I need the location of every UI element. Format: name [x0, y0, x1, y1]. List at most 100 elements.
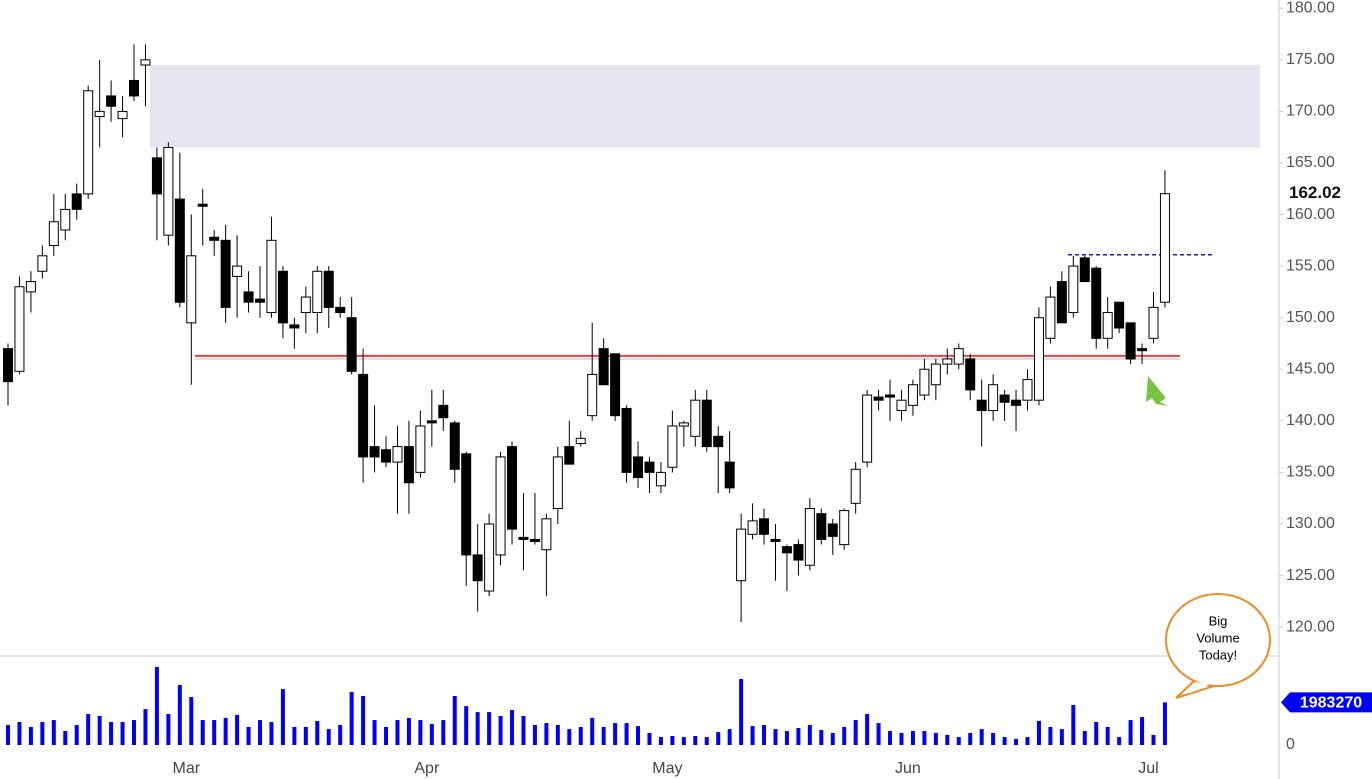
candle-body	[94, 110, 105, 118]
volume-bar	[86, 714, 91, 745]
x-tick-label: Jun	[895, 760, 921, 777]
volume-bar	[292, 726, 297, 745]
candle-body	[907, 384, 918, 406]
volume-bar	[601, 726, 606, 745]
volume-bar	[154, 666, 159, 745]
candle-body	[839, 510, 850, 546]
candle-body	[678, 422, 689, 427]
candle-body	[655, 471, 666, 487]
volume-bars	[6, 666, 1167, 745]
volume-bar	[544, 723, 549, 745]
volume-bar	[51, 720, 56, 745]
y-tick-label: 160.00	[1286, 206, 1335, 223]
y-tick-label: 155.00	[1286, 257, 1335, 274]
volume-bar	[613, 723, 618, 745]
candle-body	[713, 435, 724, 448]
candle-body	[151, 157, 162, 195]
volume-bar	[269, 721, 274, 745]
volume-bar	[1140, 717, 1145, 745]
candle-body	[690, 399, 701, 437]
volume-bar	[773, 729, 778, 745]
candle-body	[942, 358, 953, 365]
candle-body	[862, 394, 873, 463]
volume-bar	[177, 685, 182, 745]
volume-bar	[441, 720, 446, 745]
candle-body	[953, 348, 964, 365]
candle-body	[25, 281, 36, 293]
candle-body	[610, 353, 621, 417]
volume-bar	[876, 723, 881, 745]
volume-bar	[865, 714, 870, 745]
volume-bar	[933, 732, 938, 745]
candle-body	[472, 554, 483, 582]
candle-body	[930, 363, 941, 386]
volume-bar	[1105, 726, 1110, 745]
volume-bar	[578, 726, 583, 745]
volume-bar	[372, 720, 377, 745]
candle-body	[289, 324, 300, 329]
volume-bar	[384, 726, 389, 745]
volume-bar	[945, 734, 950, 745]
callout-tail-fill	[1188, 682, 1210, 694]
volume-bar	[189, 697, 194, 745]
volume-bar	[636, 726, 641, 745]
x-tick-label: Apr	[414, 760, 440, 777]
candle-body	[621, 407, 632, 473]
candle-body	[300, 296, 311, 314]
y-tick-label: 170.00	[1286, 103, 1335, 120]
volume-bar	[17, 721, 22, 745]
volume-tick-label: 0	[1286, 736, 1295, 753]
axes: 120.00 125.00 130.00 135.00 140.00 145.00 150.…	[172, 0, 1372, 777]
candle-body	[518, 536, 529, 540]
candle-body	[816, 513, 827, 540]
candle-body	[71, 193, 82, 210]
candle-body	[37, 255, 48, 272]
volume-bar	[739, 678, 744, 745]
callout-text: Big	[1209, 613, 1228, 628]
volume-bar	[968, 732, 973, 745]
candle-body	[14, 286, 25, 372]
volume-bar	[910, 731, 915, 745]
last-volume-label: 1983270	[1300, 695, 1362, 712]
candles	[3, 44, 1170, 622]
volume-bar	[521, 715, 526, 745]
volume-bar	[246, 726, 251, 745]
candle-body	[106, 95, 117, 107]
volume-bar	[647, 732, 652, 745]
volume-bar	[819, 729, 824, 745]
annotations	[150, 64, 1260, 360]
volume-bar	[315, 720, 320, 745]
volume-bar	[979, 729, 984, 745]
candle-body	[163, 146, 174, 236]
y-tick-label: 150.00	[1286, 309, 1335, 326]
candle-body	[919, 368, 930, 396]
volume-bar	[842, 726, 847, 745]
volume-bar	[1162, 702, 1167, 745]
volume-bar	[1048, 726, 1053, 745]
candle-body	[770, 538, 781, 543]
volume-bar	[326, 729, 331, 745]
candle-body	[3, 348, 13, 383]
candle-body	[759, 518, 770, 535]
candle-body	[781, 546, 792, 554]
green-arrow	[1146, 376, 1168, 406]
volume-bar	[361, 695, 366, 745]
candle-body	[633, 456, 644, 479]
candle-body	[644, 461, 655, 473]
candle-body	[667, 425, 678, 468]
volume-bar	[991, 732, 996, 745]
y-tick-label: 120.00	[1286, 618, 1335, 635]
volume-bar	[807, 725, 812, 745]
candle-body	[255, 298, 266, 303]
volume-bar	[555, 725, 560, 745]
volume-bar	[1059, 729, 1064, 745]
callout-bubble	[1165, 593, 1271, 687]
candle-body	[1102, 312, 1113, 339]
candle-body	[736, 528, 747, 582]
candle-body	[426, 420, 437, 424]
candle-body	[541, 518, 552, 551]
candle-body	[1148, 306, 1159, 339]
volume-bar	[498, 715, 503, 745]
volume-bar	[1151, 734, 1156, 745]
volume-bar	[693, 735, 698, 745]
